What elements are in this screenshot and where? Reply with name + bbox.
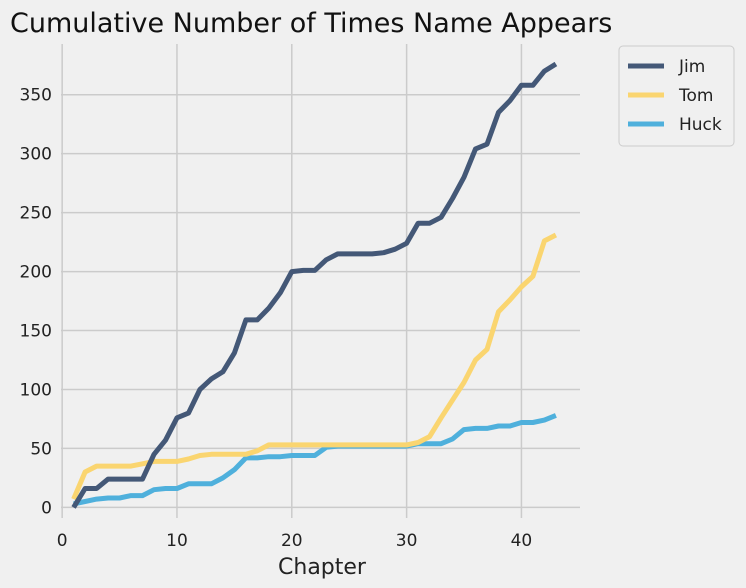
y-tick-label: 200 xyxy=(20,263,52,283)
x-tick-label: 30 xyxy=(396,531,418,551)
y-tick-label: 50 xyxy=(30,439,52,459)
x-tick-label: 20 xyxy=(281,531,303,551)
y-tick-label: 0 xyxy=(41,498,52,518)
grid xyxy=(61,44,580,518)
x-axis-ticks: 0 10 20 30 40 xyxy=(57,531,533,551)
y-tick-label: 350 xyxy=(20,86,52,106)
series-line-jim xyxy=(71,61,558,509)
y-tick-label: 250 xyxy=(20,204,52,224)
x-tick-label: 10 xyxy=(166,531,188,551)
series-lines xyxy=(71,61,558,509)
legend-label-tom: Tom xyxy=(678,86,713,106)
series-line-tom xyxy=(71,232,558,501)
x-tick-label: 0 xyxy=(57,531,68,551)
y-tick-label: 150 xyxy=(20,322,52,342)
series-line-huck xyxy=(73,413,557,507)
y-axis-ticks: 0 50 100 150 200 250 300 350 xyxy=(20,86,52,519)
legend-label-huck: Huck xyxy=(679,115,722,135)
legend-label-jim: Jim xyxy=(678,57,705,77)
chart-title: Cumulative Number of Times Name Appears xyxy=(10,8,612,39)
y-tick-label: 100 xyxy=(20,380,52,400)
legend: Jim Tom Huck xyxy=(618,45,735,147)
x-tick-label: 40 xyxy=(511,531,533,551)
x-axis-label: Chapter xyxy=(278,555,367,580)
legend-box xyxy=(618,45,735,147)
y-tick-label: 300 xyxy=(20,145,52,165)
